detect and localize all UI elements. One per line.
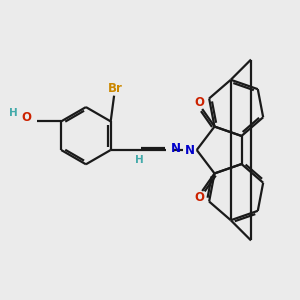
Text: H: H: [135, 154, 144, 164]
Text: Br: Br: [108, 82, 123, 95]
Text: O: O: [21, 112, 32, 124]
Text: N: N: [185, 143, 195, 157]
Text: H: H: [9, 108, 18, 118]
Text: O: O: [194, 191, 205, 204]
Text: O: O: [194, 96, 205, 109]
Text: N: N: [171, 142, 181, 155]
